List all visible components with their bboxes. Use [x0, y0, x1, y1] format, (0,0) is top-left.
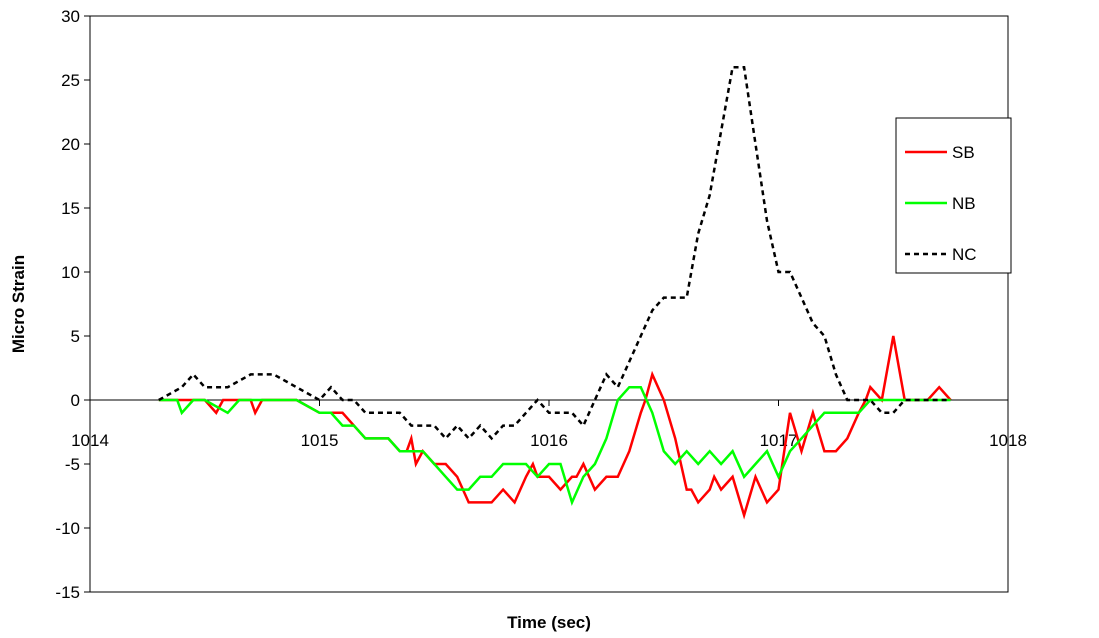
- y-tick-label: -15: [55, 583, 80, 602]
- y-tick-label: 30: [61, 7, 80, 26]
- y-tick-label: -5: [65, 455, 80, 474]
- x-axis-title: Time (sec): [507, 613, 591, 632]
- legend-box: [895, 117, 1012, 274]
- series-sb-line: [158, 335, 952, 520]
- y-tick-label: 15: [61, 199, 80, 218]
- y-tick-label: -10: [55, 519, 80, 538]
- x-tick-label: 1014: [71, 431, 109, 450]
- y-tick-label: 5: [71, 327, 80, 346]
- series-nb-line: [158, 385, 951, 506]
- x-tick-label: 1018: [989, 431, 1027, 450]
- x-tick-label: 1017: [760, 431, 798, 450]
- plot-area: [89, 15, 1009, 593]
- legend-label-nc: NC: [952, 245, 977, 264]
- legend-label-sb: SB: [952, 143, 975, 162]
- legend: SB NB NC: [895, 117, 1012, 274]
- series-nc-line: [158, 65, 951, 441]
- y-tick-label: 25: [61, 71, 80, 90]
- y-axis: 30 25 20 15 10 5 0 -5 -10 -15: [55, 7, 90, 602]
- y-axis-title: Micro Strain: [9, 255, 28, 353]
- y-tick-label: 0: [71, 391, 80, 410]
- series-layer: [158, 65, 952, 520]
- x-tick-label: 1015: [301, 431, 339, 450]
- y-tick-label: 20: [61, 135, 80, 154]
- x-tick-label: 1016: [530, 431, 568, 450]
- y-tick-label: 10: [61, 263, 80, 282]
- legend-label-nb: NB: [952, 194, 976, 213]
- x-axis: 1014 1015 1016 1017 1018: [71, 400, 1027, 450]
